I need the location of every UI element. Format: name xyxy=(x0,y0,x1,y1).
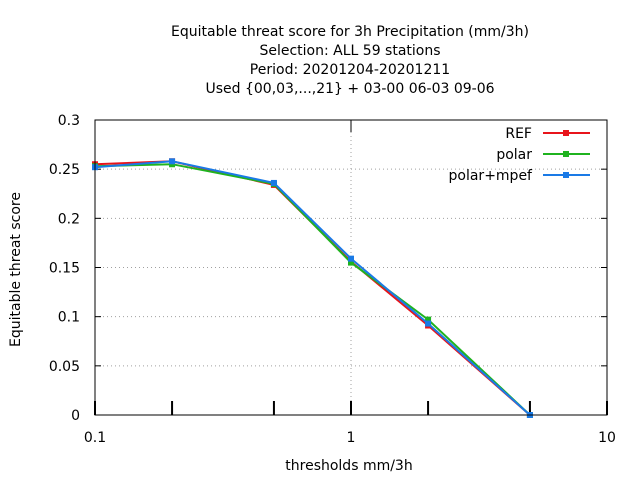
data-point xyxy=(348,255,354,262)
legend: REF polar polar+mpef xyxy=(449,126,590,184)
x-tick-label: 0.1 xyxy=(84,430,106,446)
y-tick-label: 0 xyxy=(71,408,80,424)
legend-label: polar+mpef xyxy=(449,168,534,184)
y-tick-label: 0.15 xyxy=(49,261,80,277)
series-0 xyxy=(92,158,533,418)
grid xyxy=(95,120,607,415)
legend-marker xyxy=(563,130,569,136)
title-line: Period: 20201204-20201211 xyxy=(250,62,450,78)
data-point xyxy=(169,158,176,165)
y-axis-label: Equitable threat score xyxy=(8,192,24,347)
chart-title: Equitable threat score for 3h Precipitat… xyxy=(171,24,529,97)
y-tick-label: 0.3 xyxy=(58,113,80,129)
legend-label: polar xyxy=(496,147,532,163)
x-axis-label: thresholds mm/3h xyxy=(285,458,412,474)
y-tick-label: 0.1 xyxy=(58,310,80,326)
legend-marker xyxy=(563,172,569,178)
y-tick-label: 0.05 xyxy=(49,359,80,375)
data-point xyxy=(348,259,354,266)
x-tick-label: 10 xyxy=(598,430,616,446)
x-tick-label: 1 xyxy=(347,430,356,446)
legend-marker xyxy=(563,151,569,157)
y-tick-label: 0.2 xyxy=(58,211,80,227)
series-line xyxy=(94,163,531,416)
series xyxy=(92,158,533,418)
plot-frame xyxy=(94,119,608,416)
title-line: Equitable threat score for 3h Precipitat… xyxy=(171,24,529,40)
data-point xyxy=(425,320,432,327)
data-point xyxy=(270,179,277,186)
series-line xyxy=(94,160,531,416)
legend-label: REF xyxy=(505,126,532,142)
series-1 xyxy=(92,161,533,418)
title-line: Used {00,03,...,21} + 03-00 06-03 09-06 xyxy=(205,81,494,97)
y-tick-label: 0.25 xyxy=(49,162,80,178)
series-2 xyxy=(92,158,533,418)
data-point xyxy=(425,316,432,323)
series-line xyxy=(94,160,531,416)
title-line: Selection: ALL 59 stations xyxy=(259,43,440,59)
